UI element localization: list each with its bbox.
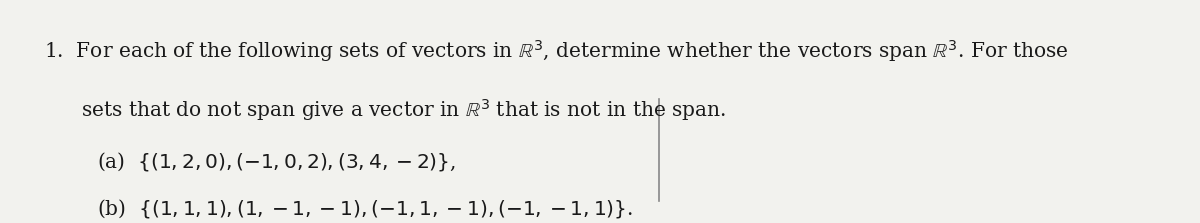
Text: sets that do not span give a vector in $\mathbb{R}^3$ that is not in the span.: sets that do not span give a vector in $… (82, 97, 726, 123)
Text: (b)  $\{(1, 1, 1), (1, -1, -1), (-1, 1, -1), (-1, -1, 1)\}$.: (b) $\{(1, 1, 1), (1, -1, -1), (-1, 1, -… (97, 197, 634, 220)
Text: 1.  For each of the following sets of vectors in $\mathbb{R}^3$, determine wheth: 1. For each of the following sets of vec… (44, 38, 1069, 64)
Text: (a)  $\{(1, 2, 0), (-1, 0, 2), (3, 4, -2)\}$,: (a) $\{(1, 2, 0), (-1, 0, 2), (3, 4, -2)… (97, 150, 456, 173)
